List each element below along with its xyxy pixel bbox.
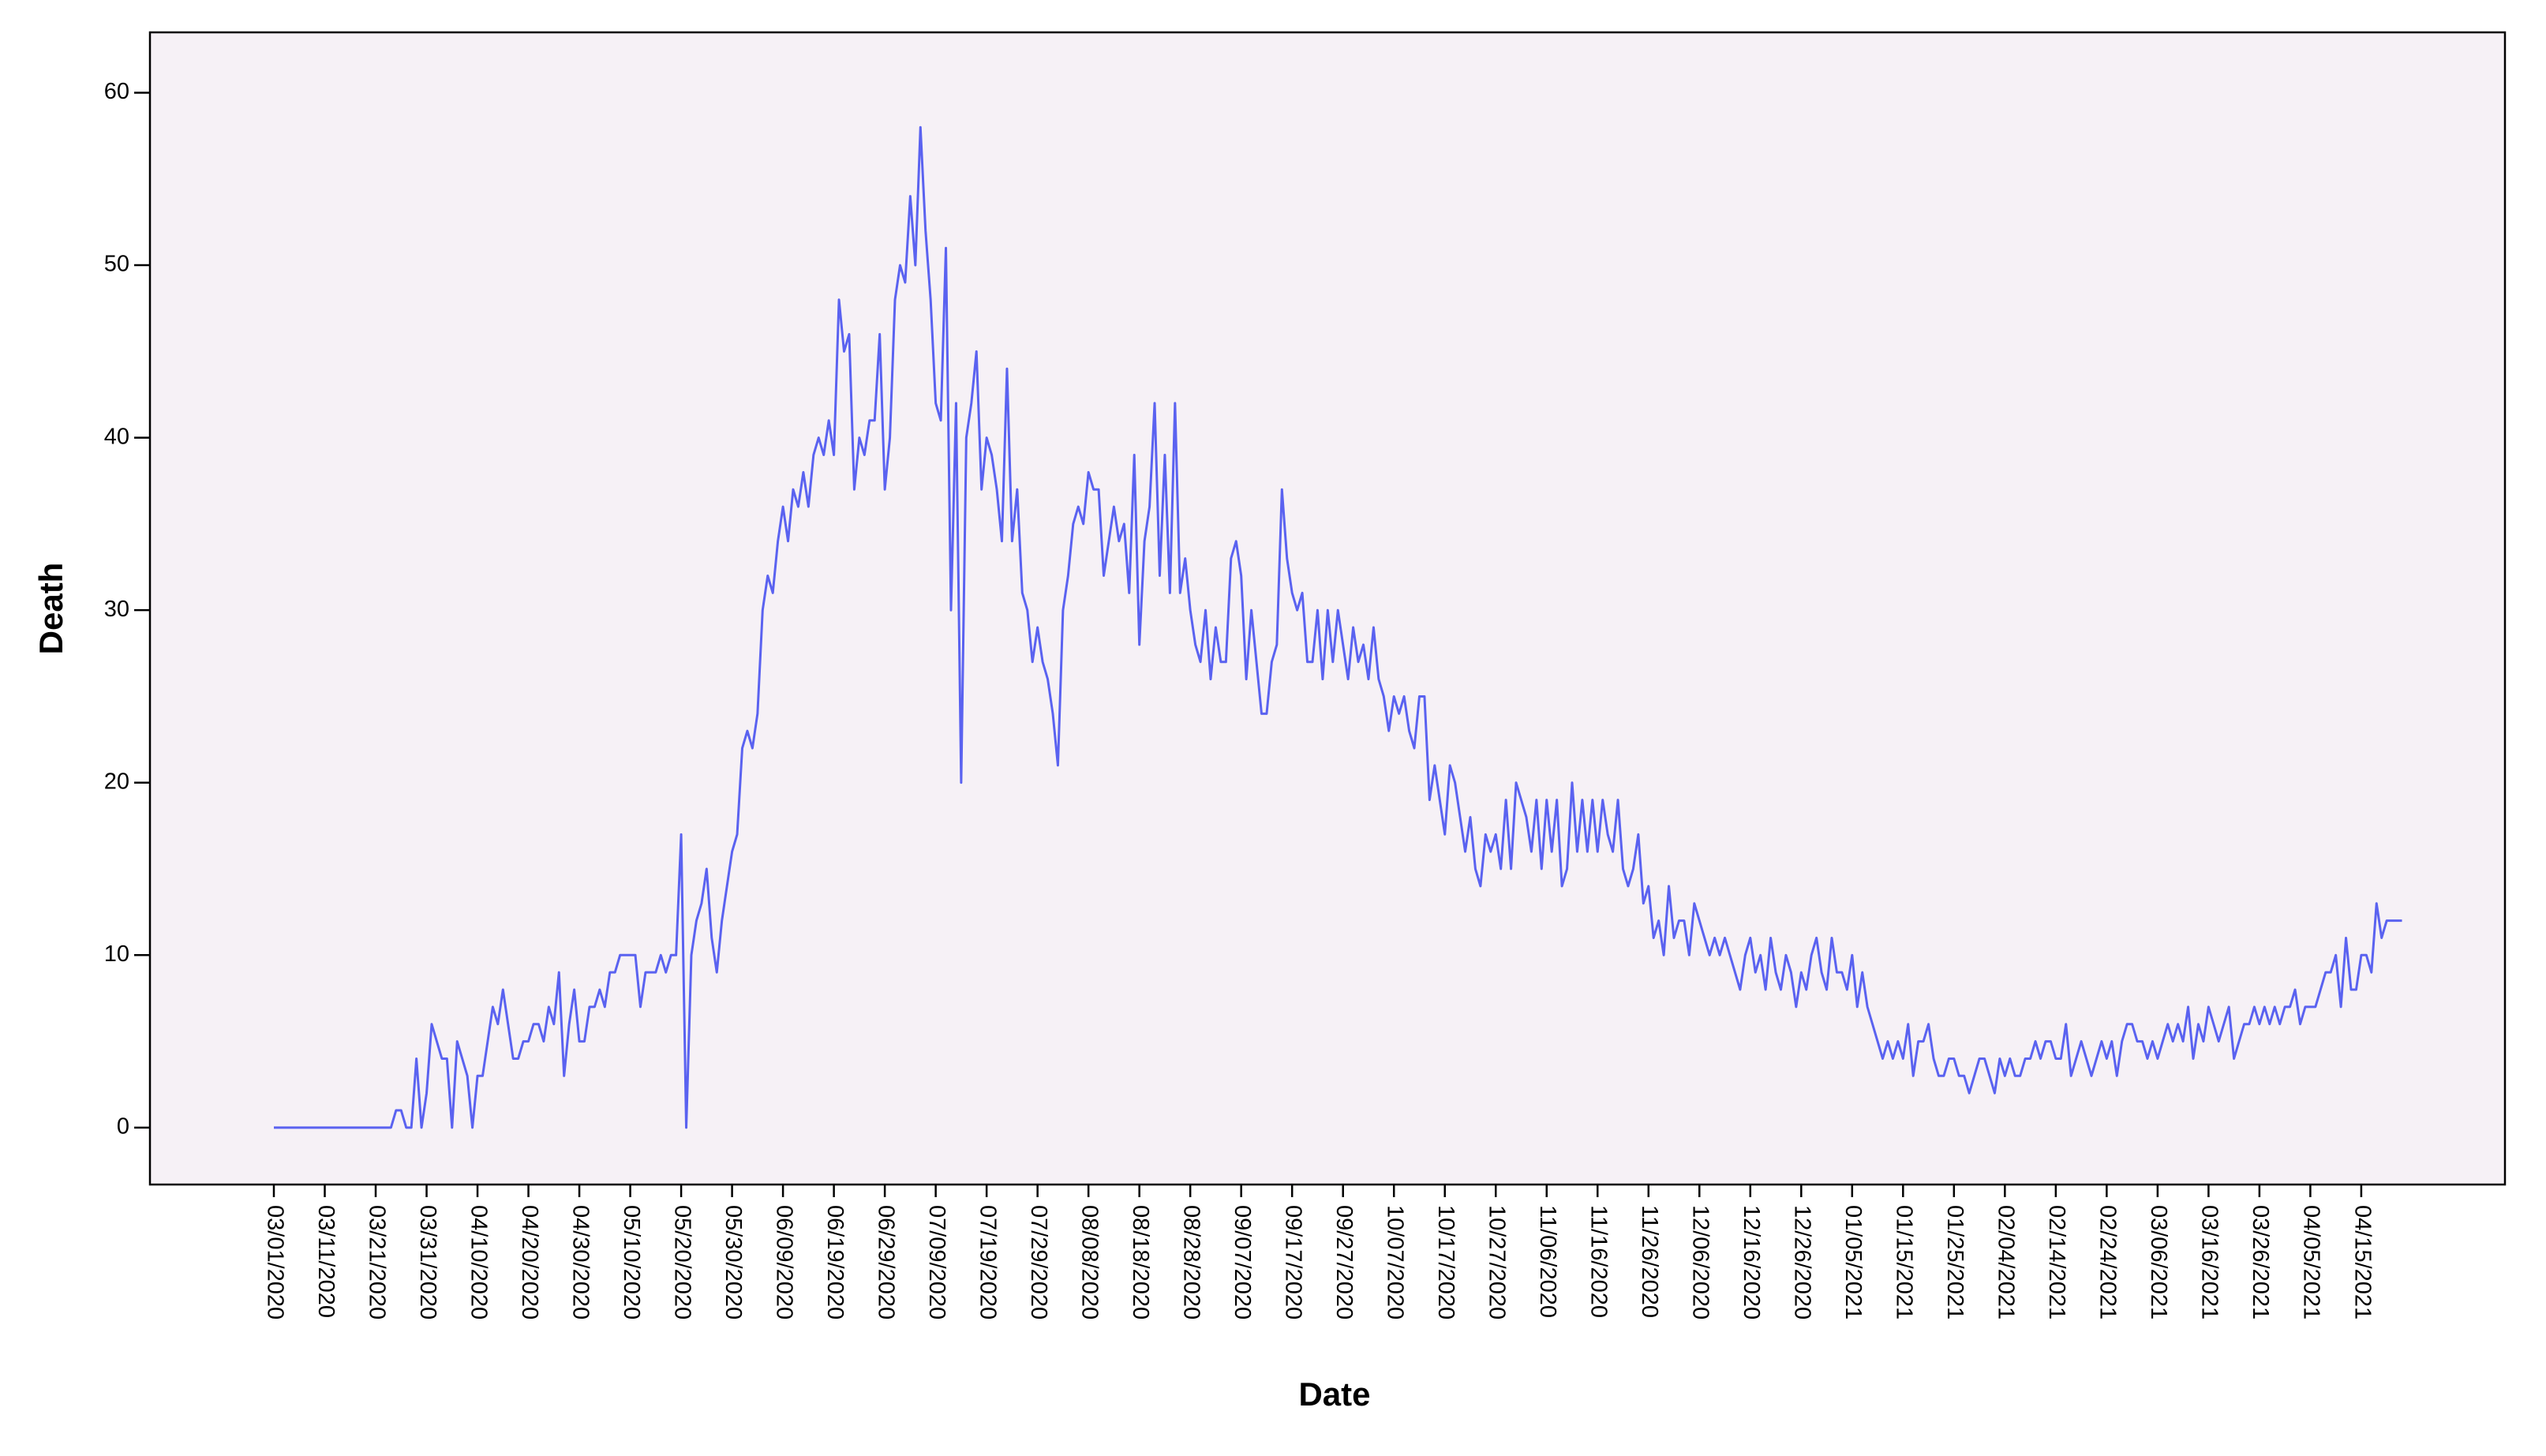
x-tick-label: 03/06/2021 xyxy=(2146,1205,2171,1319)
x-tick-label: 02/04/2021 xyxy=(1994,1205,2019,1319)
y-tick-label: 30 xyxy=(104,597,129,622)
x-tick-label: 09/27/2020 xyxy=(1331,1205,1357,1319)
x-tick-label: 12/06/2020 xyxy=(1688,1205,1713,1319)
x-tick-label: 10/27/2020 xyxy=(1485,1205,1510,1319)
x-tick-label: 07/09/2020 xyxy=(924,1205,949,1319)
x-tick-label: 03/01/2020 xyxy=(262,1205,287,1319)
x-tick-label: 10/07/2020 xyxy=(1383,1205,1408,1319)
x-tick-label: 08/28/2020 xyxy=(1179,1205,1204,1319)
x-tick-label: 06/09/2020 xyxy=(771,1205,796,1319)
y-tick-label: 50 xyxy=(104,252,129,277)
y-tick-label: 20 xyxy=(104,769,129,794)
x-tick-label: 06/19/2020 xyxy=(822,1205,848,1319)
x-tick-label: 03/11/2020 xyxy=(313,1205,339,1318)
y-tick-label: 40 xyxy=(104,424,129,449)
x-axis-title: Date xyxy=(1298,1376,1370,1413)
x-tick-label: 12/26/2020 xyxy=(1790,1205,1815,1319)
x-tick-label: 03/16/2021 xyxy=(2197,1205,2222,1319)
plot-area xyxy=(148,31,2507,1186)
x-tick-label: 11/16/2020 xyxy=(1586,1205,1612,1318)
x-tick-label: 05/30/2020 xyxy=(721,1205,746,1319)
x-tick-label: 08/08/2020 xyxy=(1077,1205,1103,1319)
x-tick-label: 07/29/2020 xyxy=(1026,1205,1051,1319)
x-tick-label: 08/18/2020 xyxy=(1128,1205,1153,1319)
x-tick-label: 12/16/2020 xyxy=(1739,1205,1764,1319)
x-tick-label: 07/19/2020 xyxy=(975,1205,1000,1319)
x-tick-label: 05/20/2020 xyxy=(669,1205,695,1319)
x-tick-label: 04/20/2020 xyxy=(517,1205,542,1319)
x-tick-label: 03/31/2020 xyxy=(415,1205,440,1319)
x-tick-label: 06/29/2020 xyxy=(873,1205,898,1319)
x-tick-label: 11/06/2020 xyxy=(1535,1205,1560,1318)
x-tick-label: 05/10/2020 xyxy=(619,1205,644,1319)
y-tick-label: 10 xyxy=(104,941,129,967)
x-tick-label: 02/14/2021 xyxy=(2044,1205,2069,1319)
x-tick-label: 01/15/2021 xyxy=(1892,1205,1917,1319)
x-tick-label: 04/15/2021 xyxy=(2349,1205,2375,1319)
x-tick-label: 03/26/2021 xyxy=(2248,1205,2273,1319)
x-tick-label: 03/21/2020 xyxy=(364,1205,389,1319)
data-line xyxy=(274,125,2402,1129)
x-tick-label: 10/17/2020 xyxy=(1433,1205,1458,1319)
y-axis-title: Death xyxy=(32,563,69,655)
x-tick-label: 04/30/2020 xyxy=(567,1205,593,1319)
x-tick-label: 09/07/2020 xyxy=(1230,1205,1255,1319)
x-tick-label: 04/10/2020 xyxy=(466,1205,491,1319)
y-tick-label: 60 xyxy=(104,79,129,104)
x-tick-label: 01/05/2021 xyxy=(1840,1205,1866,1319)
x-tick-label: 09/17/2020 xyxy=(1281,1205,1306,1319)
x-tick-label: 11/26/2020 xyxy=(1637,1205,1662,1318)
x-tick-label: 02/24/2021 xyxy=(2095,1205,2121,1319)
x-tick-label: 01/25/2021 xyxy=(1942,1205,1968,1319)
x-tick-label: 04/05/2021 xyxy=(2299,1205,2324,1319)
y-tick-label: 0 xyxy=(117,1114,129,1140)
